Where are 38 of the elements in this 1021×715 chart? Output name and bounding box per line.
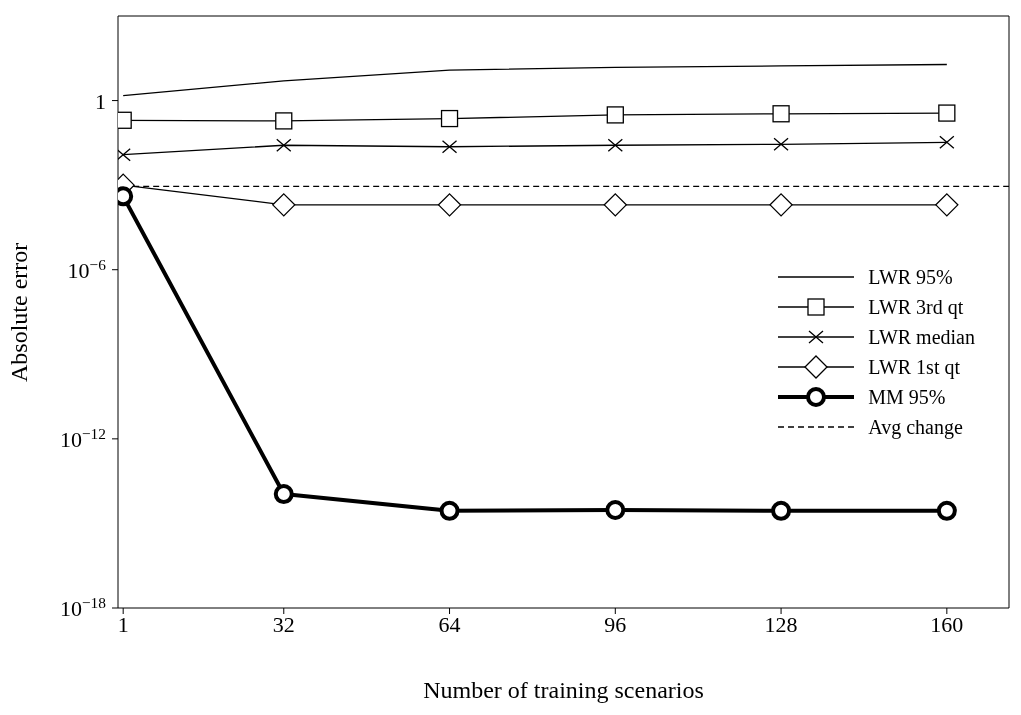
legend-label: MM 95% bbox=[868, 385, 946, 409]
y-tick-label: 10$^{−18}$ bbox=[59, 593, 107, 621]
x-axis-title: Number of training scenarios bbox=[423, 677, 704, 703]
point bbox=[276, 138, 292, 152]
legend-label: LWR median bbox=[868, 325, 975, 349]
x-tick-label: 96 bbox=[604, 611, 627, 637]
point bbox=[273, 484, 294, 505]
y-tick-label: 1 bbox=[95, 88, 106, 114]
y-tick-label: 10$^{−12}$ bbox=[59, 424, 106, 452]
point bbox=[437, 193, 462, 217]
point bbox=[606, 106, 624, 124]
point bbox=[441, 140, 458, 154]
point bbox=[771, 500, 792, 521]
legend-label: Avg change bbox=[868, 415, 963, 439]
point bbox=[272, 193, 296, 217]
x-tick-label: 1 bbox=[117, 611, 129, 637]
legend-label: LWR 95% bbox=[868, 265, 953, 289]
legend-label: LWR 3rd qt bbox=[868, 295, 964, 319]
point bbox=[275, 112, 293, 130]
point bbox=[439, 500, 460, 521]
point bbox=[440, 109, 459, 128]
x-tick-label: 128 bbox=[764, 611, 798, 637]
point bbox=[773, 137, 789, 151]
point bbox=[772, 105, 790, 123]
point bbox=[607, 138, 623, 152]
y-tick-label: 10$^{−6}$ bbox=[67, 255, 107, 283]
y-axis-title: Absolute error bbox=[5, 242, 32, 382]
point bbox=[936, 500, 957, 521]
x-tick-label: 160 bbox=[930, 611, 964, 637]
point bbox=[939, 135, 955, 149]
x-tick-label: 32 bbox=[272, 611, 295, 637]
x-tick-label: 64 bbox=[438, 611, 461, 637]
point bbox=[605, 499, 626, 520]
line-series bbox=[122, 63, 948, 97]
point bbox=[935, 193, 959, 217]
point bbox=[603, 193, 627, 217]
legend-label: LWR 1st qt bbox=[868, 355, 961, 379]
point bbox=[769, 193, 793, 217]
